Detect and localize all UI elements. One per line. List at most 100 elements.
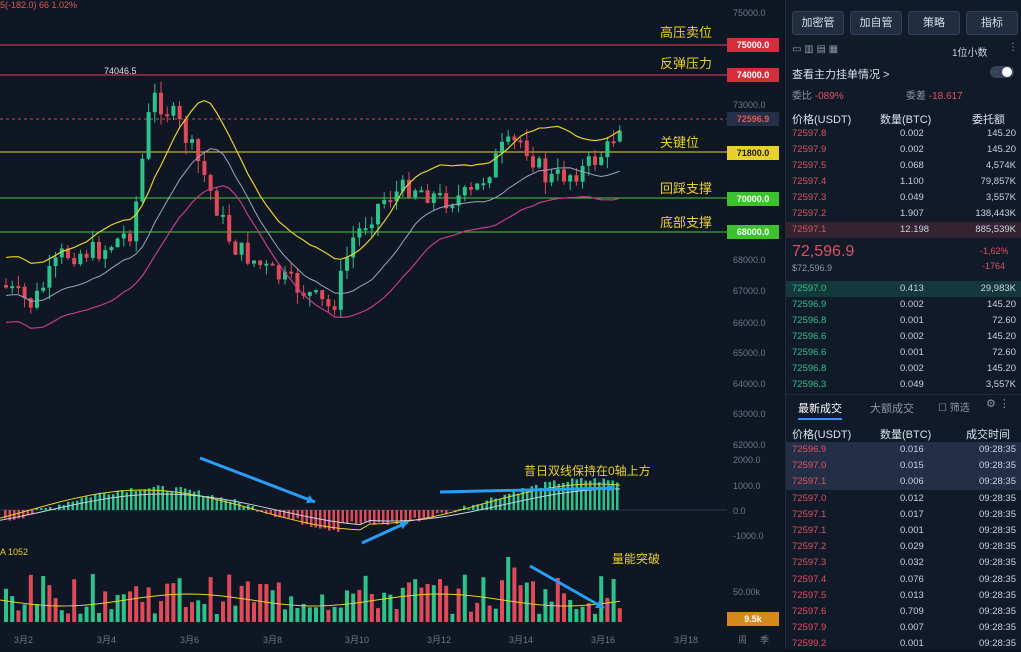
candle [364,228,368,230]
volume-bar [178,578,182,622]
indicator-button[interactable]: 指标 [966,11,1018,35]
macd-bar [139,491,142,510]
candle [252,261,256,264]
trades-header-qty[interactable]: 数量(BTC) [880,426,931,442]
volume-bar [72,579,76,622]
date-tick[interactable]: 周 [738,633,747,646]
more-icon[interactable]: ⋮ [1008,42,1018,53]
trade-cell: 09:28:35 [979,476,1016,487]
volume-bar [209,577,213,622]
macd-bar [360,510,363,524]
macd-bar [441,510,444,513]
add-button-2[interactable]: 加自管 [850,11,902,35]
trades-header-price[interactable]: 价格(USDT) [792,426,851,442]
candle [531,156,535,167]
level-tag-2: 74000.0 [727,68,779,82]
macd-bar [499,499,502,510]
ob-header-qty[interactable]: 数量(BTC) [880,111,931,127]
candle [475,183,479,189]
volume-bar [264,584,268,622]
candle [23,287,27,298]
bid-cell: 145.20 [987,299,1016,310]
macd-bar [45,508,48,510]
macd-bar [409,510,412,521]
candle [568,175,572,181]
trade-cell: 0.032 [900,557,924,568]
macd-bar [108,494,111,510]
volume-bar [351,594,355,622]
ob-header-total[interactable]: 委托额 [972,111,1005,127]
candle [47,266,51,288]
filter-checkbox[interactable]: ☐ 筛选 [938,399,970,414]
ob-header-price[interactable]: 价格(USDT) [792,111,851,127]
candlestick-chart[interactable] [0,0,783,649]
date-tick[interactable]: 季 [760,633,769,646]
candle [512,137,516,141]
ask-cell: 79,857K [981,176,1016,187]
candle [506,137,510,142]
unit-select[interactable]: 1位小数 [952,44,988,59]
volume-bar [41,576,45,622]
bid-cell: 72597.0 [792,283,826,294]
trade-cell: 0.001 [900,638,924,649]
volume-bar [388,595,392,622]
macd-bar [396,510,399,524]
add-button-1[interactable]: 加密管 [792,11,844,35]
candle [258,261,262,265]
bid-cell: 72596.9 [792,299,826,310]
ask-cell: 145.20 [987,144,1016,155]
macd-bar [364,510,367,522]
chart-area[interactable]: 5(-182.0) 66 1.02% 74046.5 高压卖位 反弹压力 关键位… [0,0,783,649]
trades-header-time[interactable]: 成交时间 [966,426,1010,442]
whale-orders-toggle[interactable] [990,66,1014,78]
ask-cell: 72597.9 [792,144,826,155]
candle [122,234,126,239]
whale-orders-link[interactable]: 查看主力挂单情况 > [792,66,889,82]
trade-cell: 0.076 [900,574,924,585]
level-label-3: 关键位 [660,132,699,151]
trade-row[interactable]: 72597.4 0.076 09:28:35 [786,572,1021,588]
price-axis-tick: 75000.0 [733,8,766,18]
volume-bar [147,587,151,622]
volume-bar [326,610,330,622]
settings-icon[interactable]: ⚙ ⋮ [986,397,1010,410]
trade-cell: 09:28:35 [979,574,1016,585]
candle [184,119,188,143]
trade-cell: 72597.4 [792,574,826,585]
volume-bar [444,586,448,622]
candle [326,299,330,306]
tab-latest-trades[interactable]: 最新成交 [798,400,842,420]
strategy-button[interactable]: 策略 [908,11,960,35]
volume-bar [302,604,306,622]
tab-large-trades[interactable]: 大额成交 [870,400,914,416]
candle [29,298,33,308]
trade-cell: 0.029 [900,541,924,552]
orderbook-mode-icons[interactable]: ▭ ▥ ▤ ▦ [792,44,838,55]
